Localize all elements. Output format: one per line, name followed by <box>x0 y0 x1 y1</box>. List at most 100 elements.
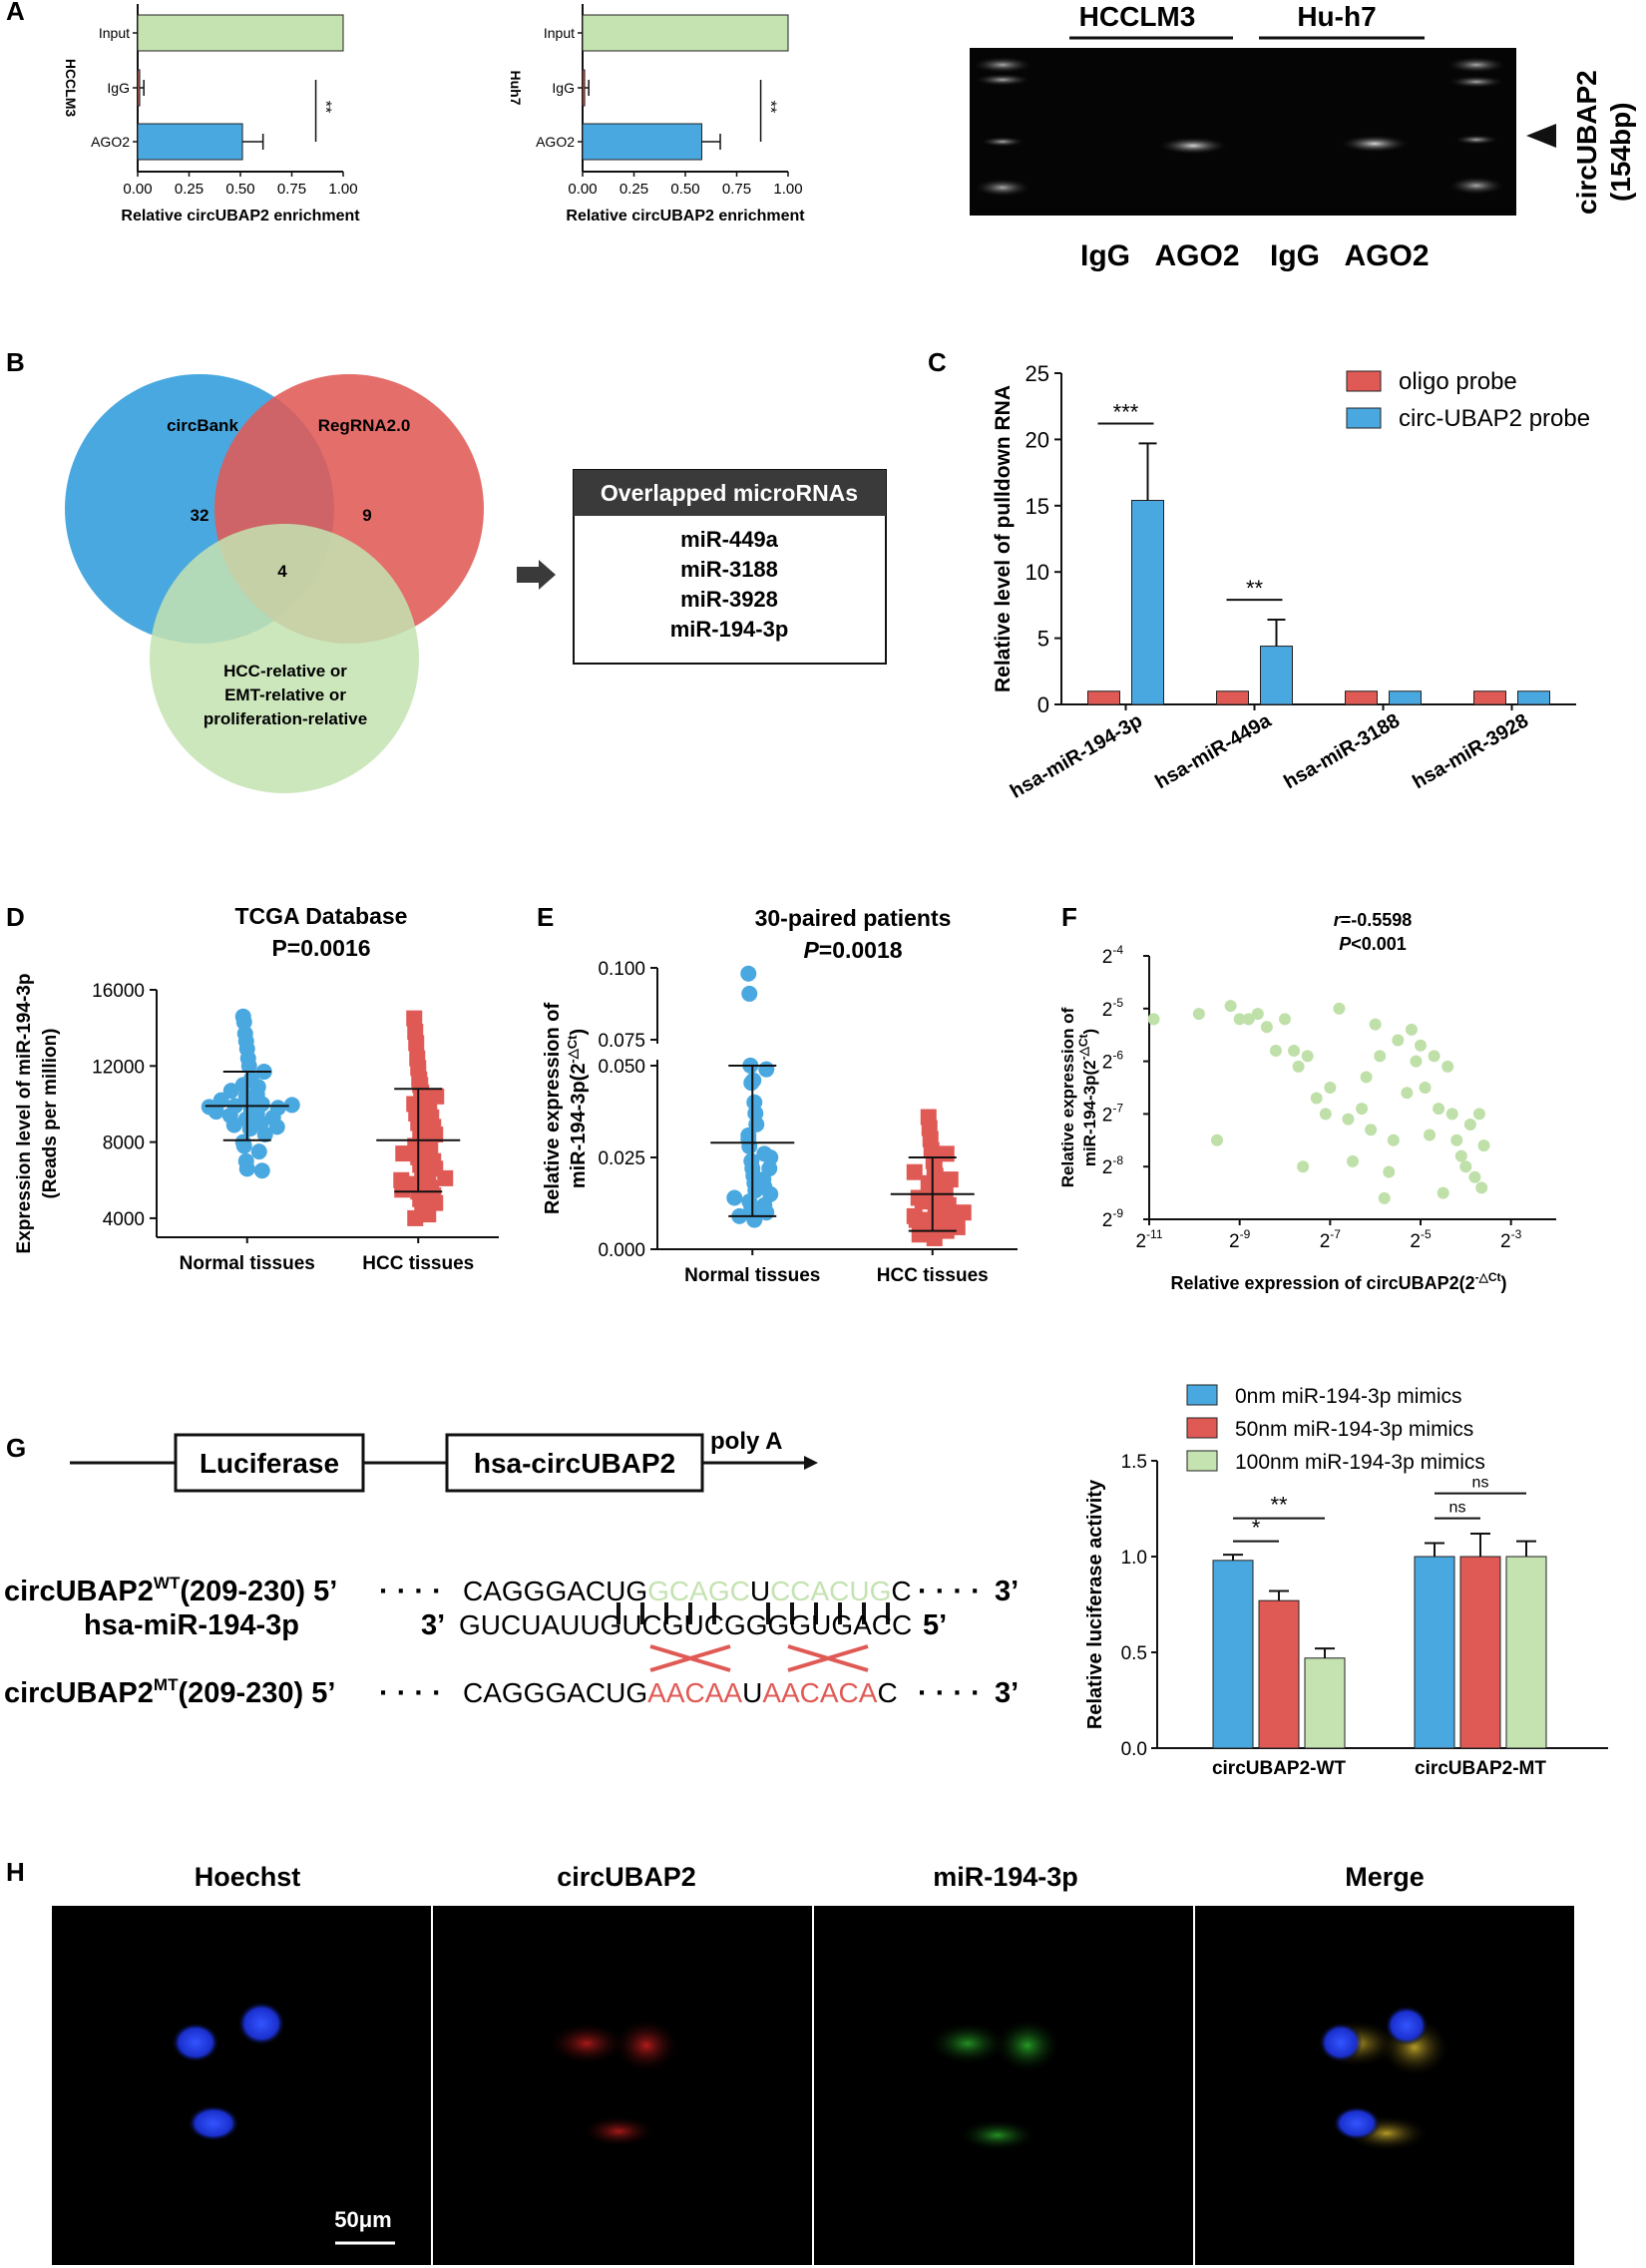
data-point <box>1347 1154 1359 1167</box>
data-point <box>235 1014 252 1031</box>
data-point <box>1463 1118 1476 1131</box>
data-point <box>238 1160 255 1177</box>
data-point <box>1356 1103 1369 1116</box>
data-point <box>1301 1050 1314 1063</box>
y-tick-label: 4000 <box>103 1209 145 1230</box>
data-point <box>1224 1000 1237 1013</box>
bar <box>137 123 243 161</box>
bar <box>1517 690 1550 705</box>
y-tick-label: 0.050 <box>598 1057 645 1078</box>
legend-swatch <box>1186 1450 1218 1472</box>
mt-3prime: 3’ <box>995 1677 1019 1709</box>
micro-title-merge: Merge <box>1345 1862 1425 1892</box>
gel-lane-1: IgG <box>1080 239 1130 272</box>
data-point <box>1437 1186 1449 1199</box>
overlap-item-3: miR-3928 <box>680 587 778 612</box>
legend-swatch <box>1346 407 1382 429</box>
x-tick-label: hsa-miR-449a <box>1151 709 1275 794</box>
x-tick-label: hsa-miR-3928 <box>1409 709 1532 793</box>
mir-sequence: GUCUAUUGUCGUCGGGGUGACC <box>459 1609 912 1640</box>
venn-count-b: 9 <box>362 506 371 525</box>
y-axis-label: Relative expression of <box>1058 1007 1077 1187</box>
data-point <box>762 1149 779 1165</box>
arrowhead-icon <box>1526 124 1556 148</box>
gel-product-size: (154bp) <box>1605 102 1636 202</box>
chart-title: 30-paired patients <box>755 905 952 931</box>
y-tick-label: 0.025 <box>598 1148 645 1169</box>
x-tick-label: 0.25 <box>619 181 648 198</box>
venn-label-regrna: RegRNA2.0 <box>318 416 411 435</box>
data-point <box>235 1137 252 1154</box>
data-point <box>253 1162 270 1179</box>
wt-sequence: CAGGGACUGGCAGCUCCACUGC <box>463 1576 912 1606</box>
panel-label-f: F <box>1061 902 1077 932</box>
venn-label-hcc-1: HCC-relative or <box>223 662 347 680</box>
data-point <box>955 1204 972 1221</box>
micro-image-merge <box>1195 1906 1574 2265</box>
x-tick-label: 0.00 <box>568 181 597 198</box>
venn-diagram: circBank RegRNA2.0 32 9 4 HCC-relative o… <box>65 374 887 793</box>
axis-break-mask <box>647 1044 663 1060</box>
data-point <box>1292 1060 1305 1073</box>
micro-image-hoechst <box>52 1906 431 2265</box>
luciferase-box <box>174 1433 365 1493</box>
gel-lane-4: AGO2 <box>1344 239 1429 272</box>
gel-ladder-left <box>973 57 1032 197</box>
y-axis-label-2: miR-194-3p(2-△Ct) <box>565 1029 590 1188</box>
micro-image-circ <box>433 1906 812 2265</box>
bar <box>582 123 702 161</box>
data-point <box>1419 1082 1432 1094</box>
data-point <box>256 1126 273 1142</box>
y-tick-label: 2-8 <box>1102 1153 1124 1178</box>
data-point <box>906 1163 923 1180</box>
data-point <box>746 1211 763 1228</box>
data-point <box>1324 1082 1337 1094</box>
category-label: AGO2 <box>536 134 575 150</box>
significance-label: ns <box>1449 1500 1466 1517</box>
x-tick-label: 0.25 <box>175 181 204 198</box>
y-tick-label: 5 <box>1037 627 1049 652</box>
group-label: HCC tissues <box>877 1265 989 1286</box>
y-tick-label: 2-7 <box>1102 1101 1124 1126</box>
data-point <box>1297 1160 1310 1173</box>
data-point <box>1310 1092 1323 1105</box>
y-tick-label: 2-6 <box>1102 1049 1124 1074</box>
luciferase-construct: Luciferase hsa-circUBAP2 poly A circUBAP… <box>4 1428 1019 1709</box>
data-point <box>1319 1108 1332 1121</box>
wt-dots: · · · · <box>379 1576 442 1607</box>
data-point <box>1475 1181 1488 1194</box>
data-point <box>1428 1050 1440 1063</box>
bar <box>1212 1560 1254 1749</box>
data-point <box>1365 1124 1378 1136</box>
y-tick-label: 0.000 <box>598 1240 645 1261</box>
bar <box>137 69 141 107</box>
chart-a-hcclm3: Input IgG AGO2 0.00 0.25 0.50 0.75 1.00 Relative… <box>63 4 360 225</box>
significance-label: ** <box>1246 576 1264 601</box>
data-point <box>726 1189 743 1206</box>
y-tick-label: 10 <box>1026 560 1049 585</box>
y-axis-label: Expression level of miR-194-3p <box>14 974 35 1254</box>
chart-g-luciferase: 0.0 0.5 1.0 1.5 Relative luciferase activity… <box>1084 1384 1608 1779</box>
mutation-x-marks <box>649 1644 869 1672</box>
legend-label: circ-UBAP2 probe <box>1399 405 1590 432</box>
x-tick-label: 0.75 <box>722 181 751 198</box>
luciferase-label: Luciferase <box>200 1448 339 1479</box>
x-tick-label: 2-9 <box>1229 1227 1251 1252</box>
bar <box>582 14 789 52</box>
legend-swatch <box>1186 1384 1218 1406</box>
data-point <box>1405 1023 1418 1036</box>
data-point <box>1251 1008 1264 1021</box>
data-point <box>1369 1018 1382 1031</box>
venn-count-c: 4 <box>277 562 287 581</box>
data-point <box>408 1035 425 1052</box>
x-tick-label: 2-7 <box>1320 1227 1342 1252</box>
data-point <box>1454 1149 1467 1162</box>
chart-e-paired: 30-paired patients P=0.0018 0.000 0.025 0.05… <box>542 905 1018 1286</box>
data-point <box>1374 1050 1387 1063</box>
wt-row-label: circUBAP2WT(209-230) 5’ <box>4 1574 337 1607</box>
data-point <box>1445 1108 1458 1121</box>
gel-group1-label: HCCLM3 <box>1079 1 1196 32</box>
bar <box>1304 1657 1346 1749</box>
data-point <box>1477 1139 1490 1152</box>
data-point <box>1459 1160 1472 1173</box>
